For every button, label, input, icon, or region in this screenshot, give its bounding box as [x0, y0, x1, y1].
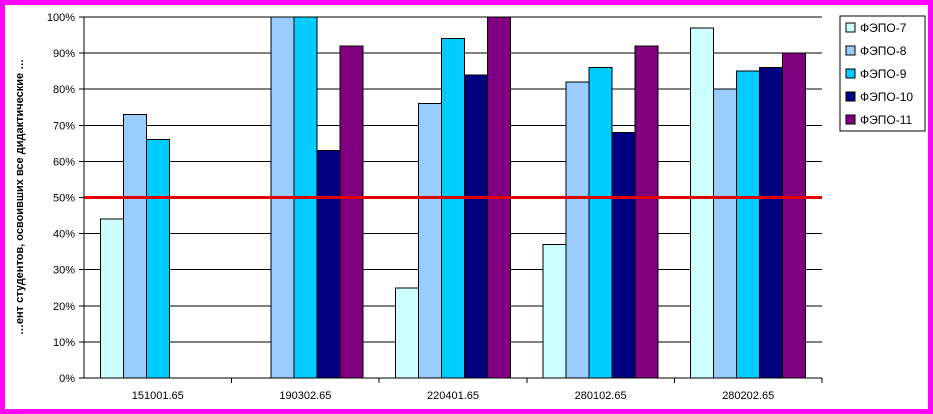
legend-label: ФЭПО-8 [860, 44, 907, 58]
bar [611, 132, 636, 379]
x-tick-label: 190302.65 [279, 390, 331, 402]
legend-label: ФЭПО-11 [860, 113, 912, 127]
legend-swatch [845, 45, 856, 56]
y-tick-label: 100% [47, 12, 75, 24]
legend-label: ФЭПО-7 [860, 21, 907, 35]
y-tick-label: 10% [53, 337, 75, 349]
legend-swatch [845, 114, 856, 125]
bar [736, 70, 761, 379]
x-tick-label: 151001.65 [132, 390, 184, 402]
bar [634, 45, 659, 379]
legend-swatch [845, 91, 856, 102]
bar [441, 38, 465, 379]
y-tick-label: 50% [53, 193, 75, 205]
legend-swatch [845, 68, 856, 79]
legend-swatch [845, 22, 856, 33]
y-tick-label: 60% [53, 156, 75, 168]
y-tick-label: 70% [53, 120, 75, 132]
x-tick-label: 280102.65 [575, 390, 627, 402]
y-tick-label: 40% [53, 229, 75, 241]
legend-label: ФЭПО-10 [860, 90, 913, 104]
bar [542, 243, 567, 379]
bar [464, 74, 488, 379]
y-tick-label: 30% [53, 265, 75, 277]
bar [418, 103, 442, 379]
y-tick-label: 90% [53, 48, 75, 60]
y-axis-label: …ент студентов, освоивших все дидактичес… [14, 59, 26, 335]
bar [690, 27, 715, 379]
bar [99, 218, 124, 379]
x-tick-label: 220401.65 [427, 390, 479, 402]
x-tick-label: 280202.65 [722, 390, 774, 402]
bar [122, 113, 147, 379]
bar [588, 67, 613, 379]
legend-label: ФЭПО-9 [860, 67, 907, 81]
y-tick-label: 20% [53, 301, 75, 313]
bar [339, 45, 364, 379]
bar [565, 81, 590, 379]
bar [145, 139, 170, 379]
bar [316, 150, 341, 379]
bar [782, 52, 807, 379]
bar [759, 67, 784, 379]
y-tick-label: 80% [53, 84, 75, 96]
bar [395, 287, 419, 379]
y-tick-label: 0% [59, 373, 75, 385]
bar [713, 88, 738, 379]
